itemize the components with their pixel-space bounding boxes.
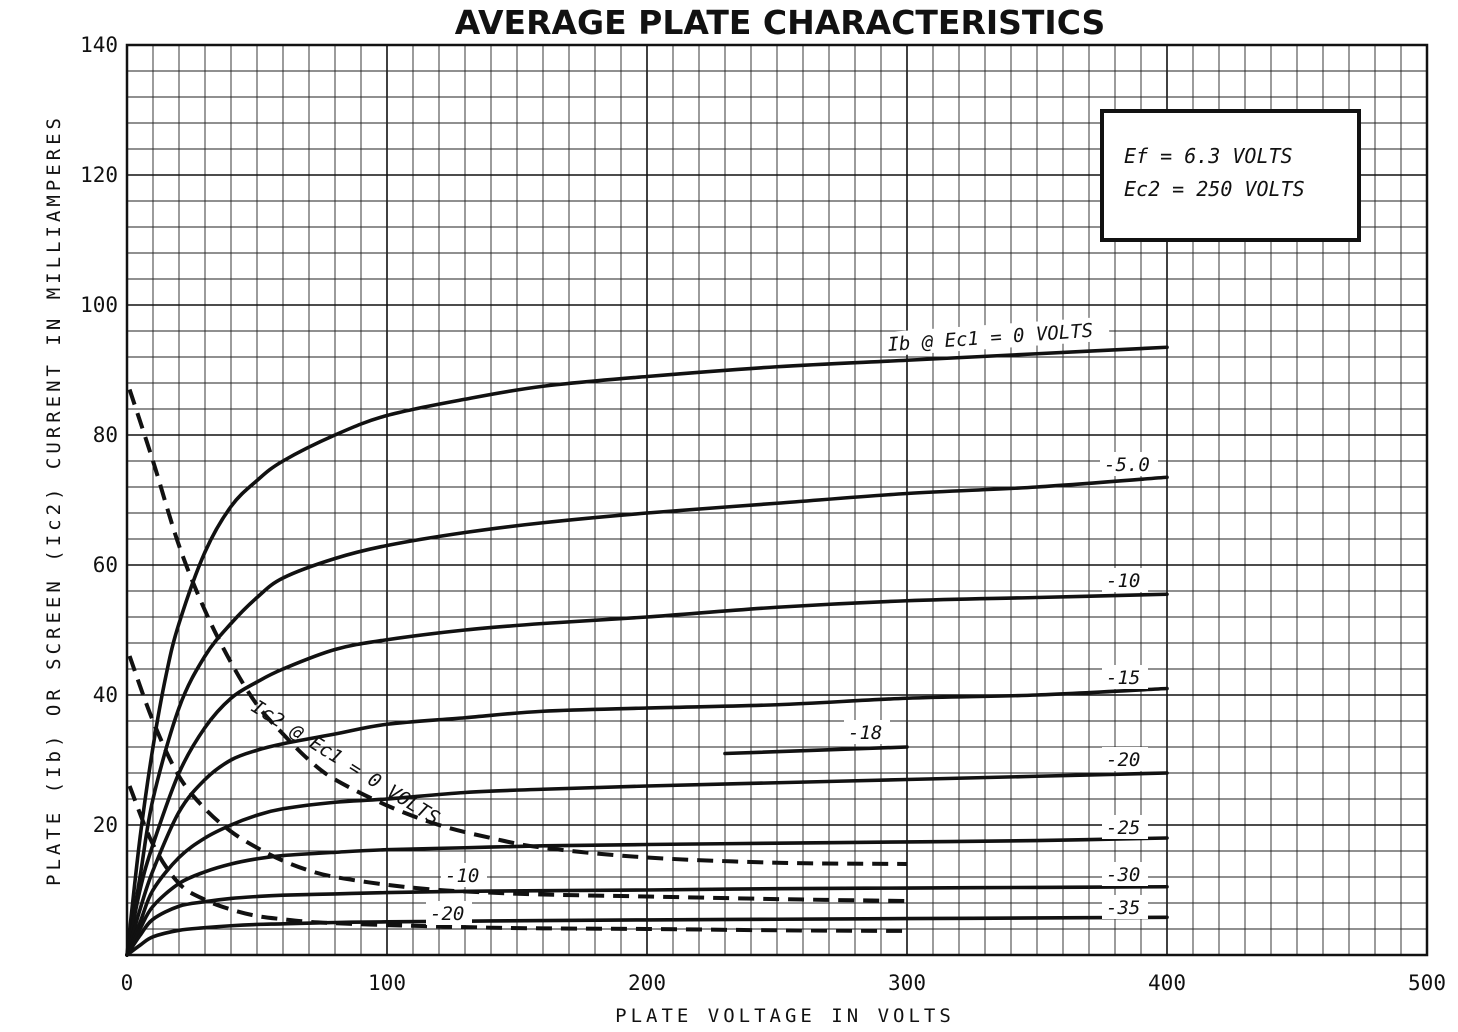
x-tick-label: 100 <box>368 971 406 995</box>
axis-ticks: 0 100 200 300 400 500 20 40 60 80 100 120 140 <box>80 33 1446 995</box>
y-tick-label: 100 <box>80 293 118 317</box>
plate-curve-label: -10 <box>1106 570 1140 592</box>
conditions-legend: Ef = 6.3 VOLTS Ec2 = 250 VOLTS <box>1100 109 1361 242</box>
plate-curve-label: -25 <box>1106 817 1140 839</box>
plate-current-line <box>125 915 1169 957</box>
x-tick-label: 400 <box>1148 971 1186 995</box>
y-axis-label: PLATE (Ib) OR SCREEN (Ic2) CURRENT IN MI… <box>43 114 65 886</box>
curve-label-background <box>844 720 890 744</box>
y-tick-label: 80 <box>93 423 118 447</box>
curve-label-background <box>1102 862 1148 886</box>
plate-curve-label: -20 <box>1106 749 1140 771</box>
curve-label-background <box>882 316 1110 357</box>
plate-current-line <box>125 345 1169 957</box>
screen-current-line <box>127 785 908 933</box>
plate-current-line <box>125 884 1169 957</box>
curve-label-background <box>1102 895 1148 919</box>
screen-curve-label: -20 <box>430 903 464 925</box>
plate-curve-label: -15 <box>1106 667 1140 689</box>
curve-label-background <box>426 901 472 925</box>
legend-heater-voltage: Ef = 6.3 VOLTS <box>1124 144 1293 168</box>
plate-current-curves <box>125 345 1169 957</box>
curve-label-background <box>1100 452 1158 476</box>
y-tick-label: 60 <box>93 553 118 577</box>
curve-labels: Ib @ Ec1 = 0 VOLTS-5.0-10-15-18-20-25-30… <box>247 316 1158 925</box>
curve-label-background <box>1102 568 1148 592</box>
plot-frame <box>125 43 1429 957</box>
plate-current-line <box>125 592 1169 957</box>
plate-current-line <box>125 686 1169 957</box>
plate-current-line <box>125 771 1169 957</box>
x-tick-label: 300 <box>888 971 926 995</box>
x-tick-label: 200 <box>628 971 666 995</box>
plate-curve-label: -35 <box>1106 897 1140 919</box>
plate-current-line <box>125 475 1169 957</box>
curve-label-background <box>441 863 487 887</box>
plate-current-line <box>723 745 909 756</box>
plate-curve-label: -30 <box>1106 864 1140 886</box>
x-tick-label: 0 <box>121 971 134 995</box>
y-tick-label: 20 <box>93 813 118 837</box>
plate-curve-label: -18 <box>848 722 882 744</box>
screen-current-line <box>127 655 908 904</box>
curve-label-background <box>1102 747 1148 771</box>
curve-label-background <box>1102 665 1148 689</box>
screen-current-curves <box>127 388 908 933</box>
y-tick-label: 40 <box>93 683 118 707</box>
plate-curve-label: -5.0 <box>1104 454 1150 476</box>
legend-box <box>1100 109 1361 242</box>
plate-current-line <box>125 836 1169 957</box>
y-tick-label: 140 <box>80 33 118 57</box>
chart-grid <box>125 43 1429 957</box>
chart-title: AVERAGE PLATE CHARACTERISTICS <box>455 3 1106 42</box>
curve-label-background <box>1102 815 1148 839</box>
x-tick-label: 500 <box>1408 971 1446 995</box>
x-axis-label: PLATE VOLTAGE IN VOLTS <box>615 1005 955 1027</box>
y-tick-label: 120 <box>80 163 118 187</box>
legend-screen-voltage: Ec2 = 250 VOLTS <box>1124 177 1305 201</box>
screen-curve-label: -10 <box>445 865 479 887</box>
